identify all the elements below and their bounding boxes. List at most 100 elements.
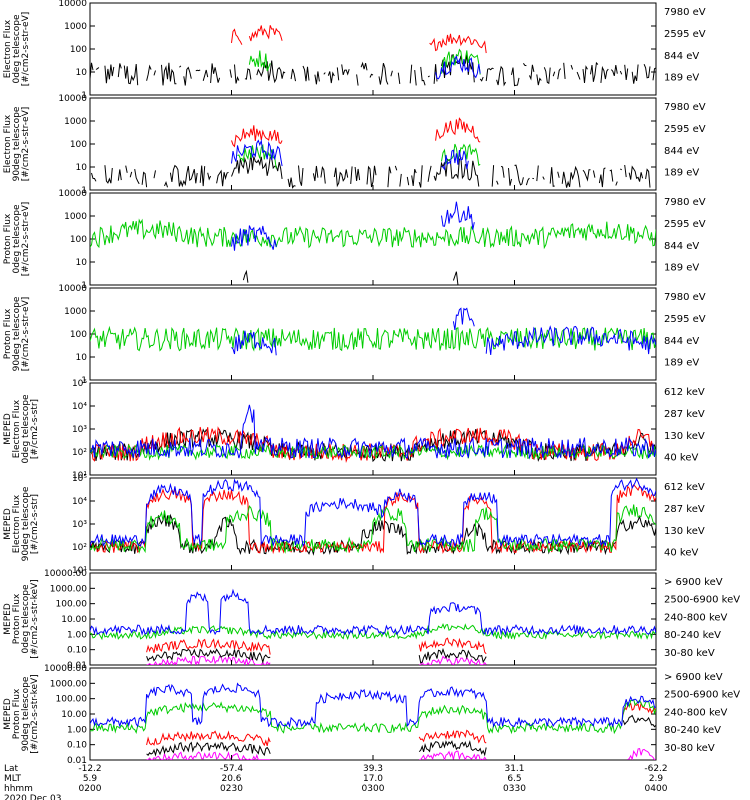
panel-2-legend-item: 2595 eV: [664, 124, 706, 135]
panel-3-series-3: [90, 218, 656, 250]
panel-7-ytick-label: 1000.00: [50, 584, 87, 594]
panel-8-ylabel: Proton Flux: [12, 688, 22, 739]
panel-5-ylabel: MEPED: [3, 413, 13, 445]
x-row-label-hhmm: hhmm: [4, 784, 33, 794]
panel-3-legend-item: 189 eV: [664, 263, 699, 274]
x-tick-mlt: 17.0: [363, 774, 383, 784]
panel-7-series-4: [90, 622, 656, 641]
panel-4-legend-item: 189 eV: [664, 358, 699, 369]
panel-8-legend-item: 240-800 keV: [664, 707, 728, 718]
panel-8-legend-item: 2500-6900 keV: [664, 690, 740, 701]
panel-3-series-1: [242, 269, 459, 285]
panel-3-legend-item: 844 eV: [664, 241, 699, 252]
panel-3-series-4: [231, 201, 475, 251]
panel-5-legend-item: 287 keV: [664, 409, 705, 420]
panel-7-ylabel: Proton Flux: [12, 593, 22, 644]
panel-2-series-1: [91, 153, 651, 189]
panel-5-ytick-label: 10⁴: [72, 402, 87, 412]
x-tick-time: 0400: [645, 784, 668, 794]
x-tick-time: 0300: [362, 784, 385, 794]
panel-5-ytick-label: 10⁵: [72, 379, 87, 389]
panel-7-ytick-label: 1.00: [67, 630, 87, 640]
panel-7-ytick-label: 10000.00: [44, 569, 87, 579]
panel-8-ylabel: [#/cm2-s-str-keV]: [30, 674, 40, 753]
panel-7-series-3: [146, 637, 487, 655]
panel-1-ytick-label: 10: [76, 68, 88, 78]
panel-2-series-2: [231, 117, 481, 148]
panel-4-ylabel: Proton Flux: [3, 308, 13, 359]
panel-8-ylabel: MEPED: [3, 698, 13, 730]
panel-1-ylabel: 0deg telescope: [12, 14, 22, 84]
panel-1-ytick-label: 1000: [64, 22, 87, 32]
panel-1-series-3: [248, 48, 481, 75]
panel-8-series-4: [90, 698, 656, 735]
panel-5-legend-item: 40 keV: [664, 453, 698, 464]
panel-4-ylabel: 90deg telescope: [12, 296, 22, 371]
panel-7-series-2: [146, 647, 487, 664]
panel-1-legend-item: 844 eV: [664, 51, 699, 62]
panel-7-frame: [89, 572, 657, 666]
panel-8-series-5: [90, 682, 656, 729]
panel-1-legend-item: 2595 eV: [664, 29, 706, 40]
panel-8-legend-item: > 6900 keV: [664, 672, 723, 683]
panel-7-ylabel: MEPED: [3, 603, 13, 635]
x-tick-time: 0230: [220, 784, 243, 794]
panel-8-ytick-label: 1000.00: [50, 679, 87, 689]
panel-6-series-3: [90, 504, 656, 554]
x-tick-lat: -57.4: [220, 764, 244, 774]
panel-7-legend-item: 80-240 keV: [664, 630, 721, 641]
panel-7-ytick-label: 10.00: [61, 615, 87, 625]
panel-2-ylabel: Electron Flux: [3, 114, 13, 173]
panel-7-ytick-label: 100.00: [56, 600, 88, 610]
panel-3-ylabel: Proton Flux: [3, 213, 13, 264]
panel-5-legend-item: 130 keV: [664, 431, 705, 442]
panel-2-legend-item: 7980 eV: [664, 102, 706, 113]
panel-3-legend-item: 7980 eV: [664, 197, 706, 208]
panel-5-ylabel: 0deg telescope: [21, 394, 31, 464]
panel-1-series-1: [90, 54, 656, 87]
panel-3-ylabel: [#/cm2-s-str-eV]: [21, 202, 31, 277]
panel-6-series-2: [90, 483, 656, 555]
x-tick-mlt: 6.5: [507, 774, 521, 784]
panel-8-ytick-label: 10000.00: [44, 664, 87, 674]
x-tick-mlt: 20.6: [221, 774, 241, 784]
x-tick-lat: 31.1: [504, 764, 524, 774]
panel-7-legend-item: 30-80 keV: [664, 648, 715, 659]
panel-8-series-3: [146, 701, 656, 747]
panel-5-ylabel: [#/cm2-s-str]: [30, 399, 40, 459]
panel-3-ytick-label: 1000: [64, 212, 87, 222]
panel-5-legend-item: 612 keV: [664, 387, 705, 398]
panel-5-series-4: [90, 404, 656, 460]
panel-6-ytick-label: 10²: [72, 543, 87, 553]
panel-3-ytick-label: 1: [81, 281, 87, 291]
panel-1-ytick-label: 1: [81, 91, 87, 101]
panel-3-ytick-label: 10: [76, 258, 88, 268]
x-row-label-mlt: MLT: [4, 774, 22, 784]
panel-6-ytick-label: 10⁴: [72, 497, 87, 507]
panel-8-ytick-label: 0.01: [67, 756, 87, 766]
panel-7-series-1: [146, 655, 487, 665]
panel-2-ylabel: [#/cm2-s-str-eV]: [21, 107, 31, 182]
panel-5-ytick-label: 10²: [72, 448, 87, 458]
x-tick-lat: 39.3: [363, 764, 383, 774]
panel-4-legend-item: 2595 eV: [664, 314, 706, 325]
panel-8-ytick-label: 1.00: [67, 725, 87, 735]
panel-6-ylabel: [#/cm2-s-str]: [30, 494, 40, 554]
panel-7-legend-item: 2500-6900 keV: [664, 595, 740, 606]
panel-8-series-1: [146, 748, 656, 760]
panel-6-legend-item: 612 keV: [664, 482, 705, 493]
panel-4-series-4: [231, 307, 656, 356]
x-tick-mlt: 2.9: [649, 774, 664, 784]
panel-4-ytick-label: 100: [70, 330, 87, 340]
panel-3-legend-item: 2595 eV: [664, 219, 706, 230]
panel-6-series-4: [90, 478, 656, 548]
panel-6-ylabel: 90deg telescope: [21, 486, 31, 561]
panel-1-legend-item: 7980 eV: [664, 7, 706, 18]
panel-3-ylabel: 0deg telescope: [12, 204, 22, 274]
panel-2-ytick-label: 10: [76, 163, 88, 173]
panel-2-legend-item: 189 eV: [664, 168, 699, 179]
x-tick-mlt: 5.9: [83, 774, 98, 784]
panel-6-legend-item: 287 keV: [664, 504, 705, 515]
panel-7-legend-item: 240-800 keV: [664, 612, 728, 623]
